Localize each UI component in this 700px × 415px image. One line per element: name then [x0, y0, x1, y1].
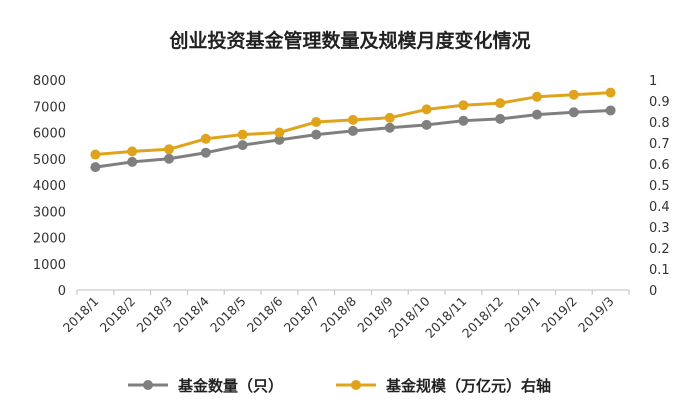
legend-swatch-marker — [143, 380, 153, 390]
data-point-series-2 — [532, 91, 542, 102]
data-point-series-2 — [605, 87, 616, 98]
y-right-tick-label: 0.5 — [649, 179, 670, 194]
y-left-tick-label: 5000 — [33, 153, 66, 168]
y-right-tick-label: 0.7 — [649, 137, 670, 152]
y-left-tick-label: 0 — [58, 284, 66, 299]
data-point-series-2 — [421, 104, 432, 115]
data-point-series-1 — [384, 122, 395, 133]
legend-label: 基金数量（只） — [177, 377, 283, 395]
x-tick-label: 2018/4 — [170, 293, 212, 335]
x-tick-label: 2018/7 — [281, 294, 323, 336]
data-point-series-2 — [458, 100, 469, 111]
x-tick-label: 2018/2 — [97, 294, 139, 336]
data-point-series-1 — [458, 115, 469, 126]
data-point-series-2 — [164, 144, 174, 155]
x-tick-label: 2018/5 — [207, 294, 249, 336]
x-tick-label: 2019/2 — [538, 294, 580, 336]
y-right-tick-label: 0.6 — [649, 158, 670, 173]
data-point-series-1 — [274, 134, 285, 145]
x-tick-label: 2018/6 — [244, 293, 286, 335]
x-tick-label: 2018/3 — [133, 294, 175, 336]
data-point-series-2 — [311, 117, 322, 127]
data-point-series-2 — [568, 89, 579, 100]
legend-swatch-marker — [351, 380, 361, 390]
y-left-tick-label: 8000 — [33, 74, 66, 89]
data-point-series-2 — [348, 114, 358, 125]
data-point-series-1 — [164, 153, 174, 164]
data-point-series-1 — [605, 105, 616, 116]
y-left-tick-label: 3000 — [33, 205, 66, 220]
y-right-tick-label: 0.1 — [649, 263, 670, 278]
x-tick-label: 2019/1 — [501, 294, 543, 336]
x-tick-label: 2018/8 — [317, 293, 359, 335]
y-right-tick-label: 1 — [649, 74, 657, 89]
y-left-tick-label: 1000 — [33, 258, 66, 273]
data-point-series-1 — [568, 107, 579, 118]
x-tick-label: 2019/3 — [575, 294, 617, 336]
x-tick-label: 2018/1 — [60, 294, 102, 336]
y-right-tick-label: 0 — [649, 284, 657, 299]
x-tick-label: 2018/12 — [459, 294, 506, 341]
data-point-series-2 — [90, 149, 101, 160]
y-left-tick-label: 6000 — [33, 127, 66, 142]
data-point-series-1 — [311, 129, 322, 140]
y-right-tick-label: 0.4 — [649, 200, 670, 215]
legend: 基金数量（只） 基金规模（万亿元）右轴 — [128, 377, 551, 395]
data-point-series-1 — [495, 113, 506, 124]
data-point-series-1 — [90, 162, 101, 173]
y-right-tick-label: 0.8 — [649, 116, 670, 131]
y-left-tick-label: 4000 — [33, 179, 66, 194]
data-point-series-1 — [127, 156, 138, 167]
data-point-series-1 — [532, 109, 542, 120]
y-right-tick-label: 0.3 — [649, 221, 670, 236]
data-point-series-1 — [200, 147, 211, 158]
series-layer — [90, 87, 616, 173]
data-point-series-2 — [495, 98, 506, 109]
data-point-series-1 — [237, 140, 248, 151]
data-point-series-2 — [200, 133, 211, 144]
data-point-series-2 — [127, 146, 138, 157]
chart-title: 创业投资基金管理数量及规模月度变化情况 — [168, 29, 530, 52]
y-left-tick-label: 2000 — [33, 232, 66, 247]
y-right-tick-label: 0.9 — [649, 95, 670, 110]
data-point-series-2 — [384, 112, 395, 123]
y-left-tick-label: 7000 — [33, 100, 66, 115]
data-point-series-2 — [274, 127, 285, 138]
data-point-series-1 — [348, 125, 358, 136]
data-point-series-1 — [421, 119, 432, 130]
legend-label: 基金规模（万亿元）右轴 — [385, 377, 551, 395]
data-point-series-2 — [237, 129, 248, 140]
y-right-tick-label: 0.2 — [649, 242, 670, 257]
